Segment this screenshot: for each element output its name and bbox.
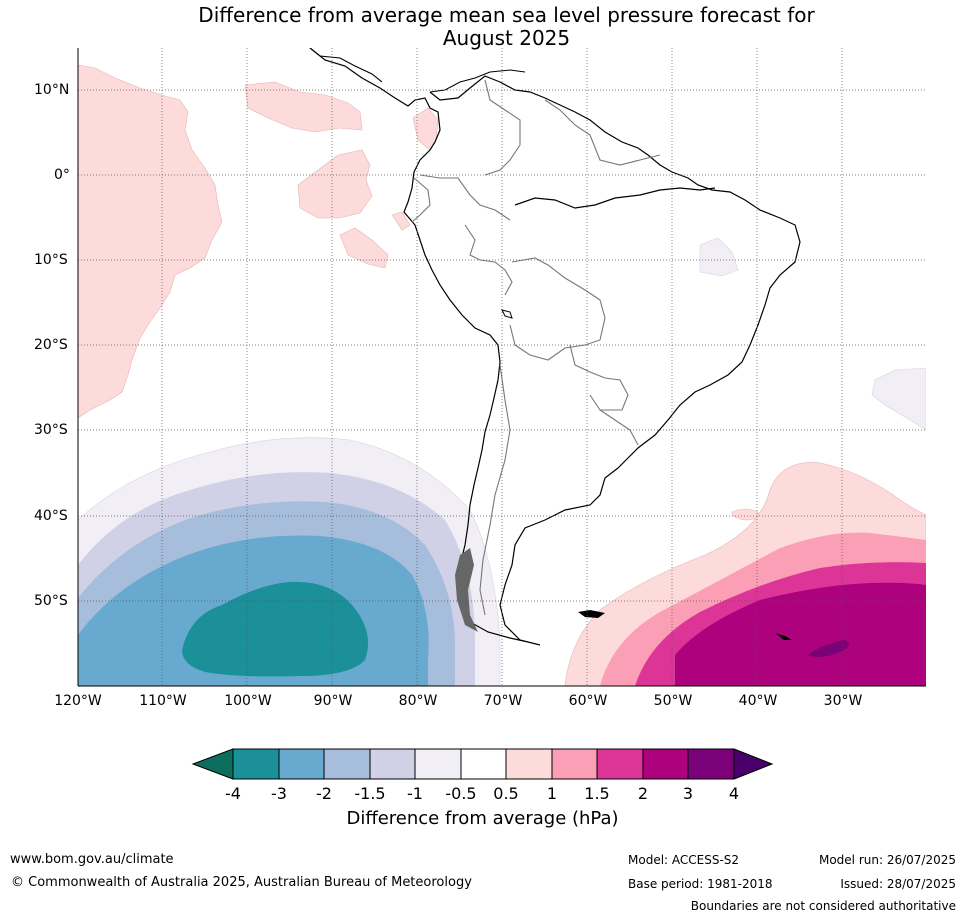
- border-colombia-venezuela: [484, 79, 521, 176]
- colorbar-tick: 4: [728, 784, 740, 803]
- colorbar-segment: [551, 748, 598, 780]
- border-chile-argentina: [479, 364, 511, 616]
- map-title-line1: Difference from average mean sea level p…: [198, 3, 815, 27]
- lon-label-90w: 90°W: [313, 693, 353, 709]
- colorbar-tick: 2: [637, 784, 649, 803]
- website-link[interactable]: www.bom.gov.au/climate: [10, 852, 174, 867]
- copyright-text: © Commonwealth of Australia 2025, Austra…: [11, 875, 472, 890]
- lat-label-50s: 50°S: [34, 593, 68, 609]
- anomaly-region-plus-0p5-small: [731, 508, 759, 521]
- colorbar-tick: 3: [682, 784, 694, 803]
- lon-label-70w: 70°W: [483, 693, 523, 709]
- colorbar-segment: [687, 748, 735, 780]
- colorbar-segment: [278, 748, 325, 780]
- colorbar-tick: -0.5: [445, 784, 477, 803]
- colorbar-segment: [596, 748, 644, 780]
- fuego-archipelago: [455, 548, 478, 632]
- country-borders: [411, 79, 661, 616]
- central-america-coast: [309, 48, 383, 83]
- anomaly-band-plus-2: [675, 582, 926, 686]
- colorbar-tick: 0.5: [493, 784, 519, 803]
- colorbar-segment: [642, 748, 689, 780]
- lon-label-30w: 30°W: [823, 693, 863, 709]
- colorbar-segment: [414, 748, 462, 780]
- colorbar-tick: -2: [316, 784, 332, 803]
- lake-titicaca: [501, 309, 513, 319]
- anomaly-band-plus-3: [808, 640, 849, 657]
- colorbar-tick: -4: [225, 784, 241, 803]
- lat-label-0: 0°: [54, 167, 70, 183]
- lat-label-10s: 10°S: [34, 252, 68, 268]
- model-name: Model: ACCESS-S2: [628, 853, 740, 867]
- colorbar-segment: [505, 748, 553, 780]
- map-title-line2: August 2025: [442, 26, 571, 50]
- graticule: [78, 48, 926, 686]
- colorbar-segment: [460, 748, 507, 780]
- anomaly-region-south-atlantic-east: [871, 367, 926, 431]
- lat-label-10n: 10°N: [34, 82, 70, 98]
- lon-label-40w: 40°W: [738, 693, 778, 709]
- colorbar-segment: [369, 748, 416, 780]
- colorbar-tick: -1: [407, 784, 423, 803]
- colorbar-segment: [323, 748, 371, 780]
- colorbar-tick: -1.5: [354, 784, 386, 803]
- caribbean-coast: [429, 69, 526, 93]
- colorbar-extend-low: [191, 748, 234, 780]
- lon-label-120w: 120°W: [54, 693, 102, 709]
- colorbar-tick: -3: [271, 784, 287, 803]
- anomaly-region-east-pacific-small: [339, 227, 389, 269]
- colorbar-title: Difference from average (hPa): [346, 808, 619, 829]
- model-run-date: Model run: 26/07/2025: [818, 853, 956, 867]
- anomaly-region-galapagos: [297, 149, 373, 219]
- lon-label-50w: 50°W: [653, 693, 693, 709]
- colorbar-tick: 1: [546, 784, 558, 803]
- boundaries-disclaimer: Boundaries are not considered authoritat…: [690, 899, 956, 913]
- base-period: Base period: 1981-2018: [628, 877, 773, 891]
- issued-date: Issued: 28/07/2025: [840, 877, 956, 891]
- border-peru-brazil: [464, 224, 513, 296]
- amazon-river: [514, 187, 716, 209]
- lat-label-20s: 20°S: [34, 337, 68, 353]
- anomaly-region-brazil-interior: [699, 237, 739, 277]
- lat-label-30s: 30°S: [34, 422, 68, 438]
- lon-label-110w: 110°W: [139, 693, 187, 709]
- border-guianas: [544, 99, 661, 166]
- colorbar: [191, 748, 774, 780]
- border-ecuador: [411, 177, 431, 223]
- anomaly-region-ecuador-coast: [391, 211, 411, 231]
- falkland-islands: [578, 610, 605, 618]
- map-title: Difference from average mean sea level p…: [0, 4, 965, 50]
- anomaly-region-pacific-north: [244, 81, 363, 133]
- colorbar-segment: [232, 748, 280, 780]
- lon-label-100w: 100°W: [224, 693, 272, 709]
- anomaly-field: [78, 64, 926, 686]
- lon-label-80w: 80°W: [398, 693, 438, 709]
- anomaly-band-minus-3: [182, 581, 369, 677]
- border-paraguay: [569, 344, 629, 411]
- lon-label-60w: 60°W: [568, 693, 608, 709]
- colorbar-tick: 1.5: [584, 784, 610, 803]
- border-colombia-peru: [419, 174, 511, 221]
- colorbar-extend-high: [733, 748, 774, 780]
- south-georgia: [775, 633, 792, 640]
- lat-label-40s: 40°S: [34, 508, 68, 524]
- border-bolivia: [509, 257, 606, 361]
- anomaly-region-pacific-west: [78, 64, 223, 419]
- border-argentina-brazil: [599, 409, 639, 446]
